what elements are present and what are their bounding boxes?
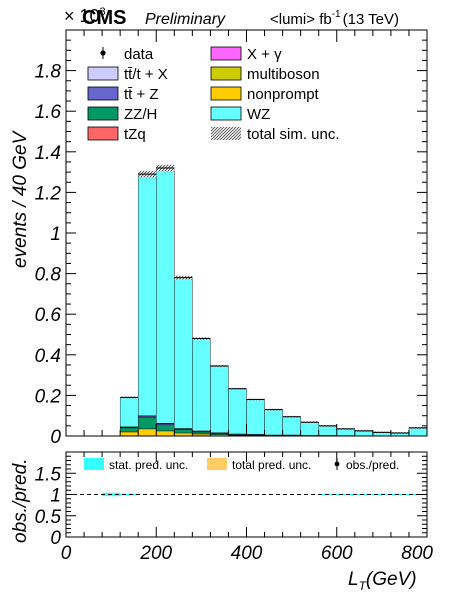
ratio-y-axis-label: obs./pred. [10, 459, 31, 544]
x-tick-label: 800 [401, 543, 433, 564]
legend-swatch [87, 66, 119, 81]
main-plot: 0 0.2 0.4 0.6 0.8 1 1.2 1.4 1.6 1.8 data X + γ tt̄/… [10, 29, 428, 448]
legend-swatch [87, 106, 119, 121]
legend-swatch [87, 86, 119, 101]
y-tick-label: 1.2 [35, 183, 62, 204]
legend-swatch-hatch [211, 127, 241, 140]
ratio-axes: 00.511.50 200 400 600 800 [35, 451, 433, 564]
ratio-legend-label: total pred. unc. [232, 458, 311, 472]
bar-nonprompt-0 [119, 431, 139, 437]
experiment-label: CMS [82, 7, 126, 29]
legend-swatch [210, 86, 242, 101]
bar-zz-h-4 [192, 431, 211, 435]
legend-label: data [124, 46, 154, 63]
bar-wz-10 [300, 421, 319, 436]
legend-marker [100, 50, 106, 56]
ratio-y-tick-label: 0 [50, 528, 61, 549]
main-legend: data X + γ tt̄/t + X multiboson tt̄ + Z nonpr… [87, 46, 340, 143]
bar-nonprompt-1 [137, 428, 157, 437]
bar-wz-3 [174, 277, 193, 429]
bar-wz-7 [246, 399, 265, 435]
y-tick-label: 0.4 [35, 346, 61, 367]
main-axes: 0 0.2 0.4 0.6 0.8 1 1.2 1.4 1.6 1.8 [35, 29, 428, 448]
stat-unc-band-2 [318, 493, 427, 496]
legend-label: X + γ [247, 46, 282, 63]
bar-wz-4 [192, 338, 211, 432]
y-tick-label: 1.4 [35, 143, 61, 164]
legend-label: tZq [124, 126, 146, 143]
ratio-legend-label: stat. pred. unc. [109, 458, 188, 472]
ratio-y-tick-label: 0.5 [35, 507, 62, 528]
legend-label: tt̄/t + X [124, 66, 168, 83]
bar-zz-h-2 [156, 424, 175, 432]
y-axis-label: events / 40 GeV [10, 129, 31, 268]
bar-wz-9 [282, 416, 301, 436]
status-label: Preliminary [145, 11, 226, 28]
bar-zz-h-0 [119, 427, 139, 433]
bar-wz-6 [228, 388, 247, 435]
ratio-legend: stat. pred. unc. total pred. unc. obs./pre… [84, 458, 399, 472]
legend-swatch [210, 46, 242, 61]
bar-nonprompt-2 [156, 430, 175, 437]
bar-wz-8 [264, 409, 283, 436]
bar-zz-h-1 [137, 417, 157, 430]
legend-swatch [87, 126, 119, 141]
x-tick-label: 0 [61, 543, 72, 564]
multiplier-text: × 103 [64, 6, 106, 26]
ratio-legend-marker [334, 461, 340, 467]
y-tick-label: 0.8 [35, 265, 62, 286]
legend-label: WZ [247, 106, 270, 123]
bar-wz-1 [137, 173, 157, 416]
bar-wz-12 [336, 428, 355, 436]
ratio-legend-label: obs./pred. [346, 458, 399, 472]
x-tick-label: 600 [321, 543, 353, 564]
ratio-legend-swatch [84, 458, 104, 470]
ratio-y-tick-label: 1.5 [35, 464, 62, 485]
x-tick-label: 200 [139, 543, 172, 564]
ratio-legend-swatch [207, 458, 227, 470]
x-axis-label: LT(GeV) [348, 569, 417, 593]
bar-wz-16 [408, 427, 428, 437]
x-tick-label: 400 [231, 543, 263, 564]
bar-wz-2 [156, 167, 175, 424]
bar-wz-0 [119, 397, 139, 428]
bar-zz-h-3 [174, 429, 193, 434]
legend-label: multiboson [247, 66, 320, 83]
ratio-bands [66, 492, 427, 497]
legend-label: total sim. unc. [247, 126, 340, 143]
y-tick-label: 1.6 [35, 102, 62, 123]
y-tick-label: 0.6 [35, 305, 62, 326]
legend-swatch [210, 66, 242, 81]
main-outline [120, 164, 427, 434]
legend-label: ZZ/H [124, 106, 157, 123]
y-tick-label: 0 [50, 427, 61, 448]
y-tick-label: 1 [50, 224, 61, 245]
legend-label: nonprompt [247, 86, 320, 103]
lumi-label: <lumi> fb-1 (13 TeV) [270, 9, 399, 28]
bar-wz-5 [210, 365, 229, 433]
legend-swatch [210, 106, 242, 121]
ratio-plot: 00.511.50 200 400 600 800 stat. pred. unc. to… [10, 451, 433, 564]
y-tick-label: 0.2 [35, 386, 62, 407]
legend-label: tt̄ + Z [124, 86, 159, 103]
main-bars [119, 167, 428, 437]
bar-wz-11 [318, 425, 337, 436]
ratio-y-tick-label: 1 [50, 486, 61, 507]
y-tick-label: 1.8 [35, 62, 62, 83]
